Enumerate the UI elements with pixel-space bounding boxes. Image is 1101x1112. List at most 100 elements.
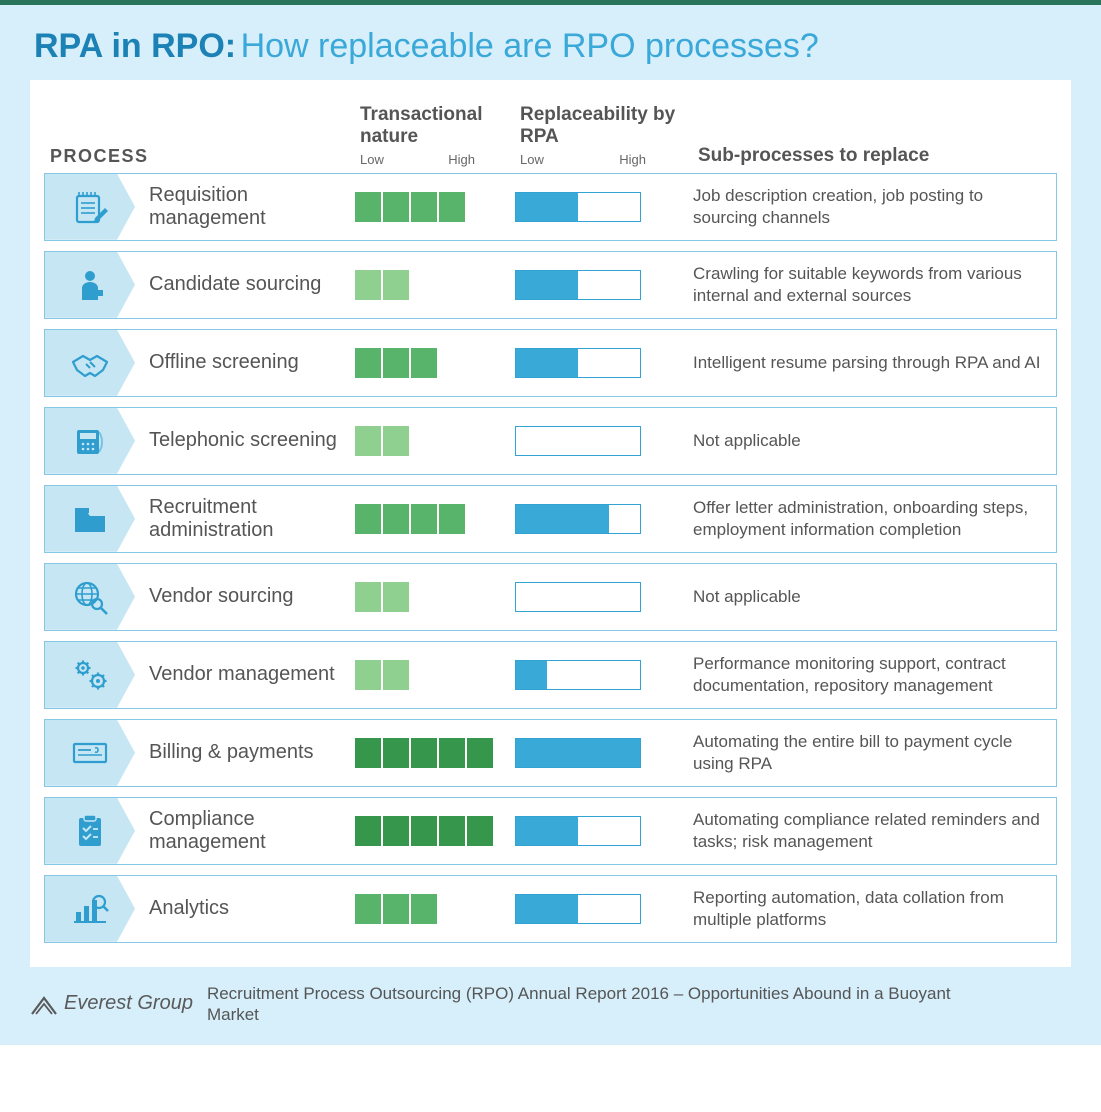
gears-icon <box>45 642 135 708</box>
sub-processes: Automating the entire bill to payment cy… <box>679 731 1056 774</box>
logo: Everest Group <box>30 990 193 1018</box>
footer: Everest Group Recruitment Process Outsou… <box>0 967 1101 1026</box>
transactional-bar <box>355 582 515 612</box>
transactional-cell <box>439 504 465 534</box>
transactional-bar <box>355 192 515 222</box>
process-name: Telephonic screening <box>135 429 355 452</box>
replaceability-fill <box>516 895 578 923</box>
transactional-cell <box>411 192 437 222</box>
replaceability-bar <box>515 426 679 456</box>
replaceability-bar <box>515 660 679 690</box>
replaceability-fill <box>516 817 578 845</box>
transactional-cell <box>411 816 437 846</box>
header-process: PROCESS <box>50 146 360 167</box>
transactional-cell <box>411 738 437 768</box>
sub-processes: Not applicable <box>679 430 1056 451</box>
transactional-cell <box>467 816 493 846</box>
transactional-cell <box>439 192 465 222</box>
range-labels-trans: Low High <box>360 152 475 167</box>
process-name: Requisition management <box>135 184 355 230</box>
logo-icon <box>30 990 58 1018</box>
sub-processes: Crawling for suitable keywords from vari… <box>679 263 1056 306</box>
header-replaceability: Replaceability by RPA <box>520 104 684 148</box>
label-low: Low <box>360 152 384 167</box>
title-light: How replaceable are RPO processes? <box>241 27 819 65</box>
transactional-cell <box>467 738 493 768</box>
transactional-cell <box>355 816 381 846</box>
transactional-cell <box>439 738 465 768</box>
process-name: Analytics <box>135 897 355 920</box>
transactional-cell <box>411 348 437 378</box>
transactional-bar <box>355 738 515 768</box>
replaceability-bar <box>515 582 679 612</box>
folder-icon <box>45 486 135 552</box>
transactional-bar <box>355 816 515 846</box>
title-bold: RPA in RPO: <box>34 27 236 65</box>
transactional-cell <box>355 348 381 378</box>
table-row: Vendor sourcing Not applicable <box>44 563 1057 631</box>
transactional-bar <box>355 660 515 690</box>
phone-icon <box>45 408 135 474</box>
process-name: Vendor sourcing <box>135 585 355 608</box>
table-row: Billing & payments Automating the entire … <box>44 719 1057 787</box>
replaceability-fill <box>516 349 578 377</box>
transactional-bar <box>355 894 515 924</box>
replaceability-fill <box>516 739 640 767</box>
transactional-cell <box>383 660 409 690</box>
sub-processes: Reporting automation, data collation fro… <box>679 887 1056 930</box>
table-row: Telephonic screening Not applicable <box>44 407 1057 475</box>
sub-processes: Not applicable <box>679 586 1056 607</box>
sub-processes: Offer letter administration, onboarding … <box>679 497 1056 540</box>
title-block: RPA in RPO: How replaceable are RPO proc… <box>0 5 1101 80</box>
transactional-cell <box>355 582 381 612</box>
table-row: Candidate sourcing Crawling for suitable … <box>44 251 1057 319</box>
globe-search-icon <box>45 564 135 630</box>
label-low: Low <box>520 152 544 167</box>
process-name: Candidate sourcing <box>135 273 355 296</box>
transactional-bar <box>355 504 515 534</box>
replaceability-bar <box>515 738 679 768</box>
transactional-cell <box>383 738 409 768</box>
transactional-cell <box>355 738 381 768</box>
table-row: Analytics Reporting automation, data coll… <box>44 875 1057 943</box>
panel: PROCESS Transactional nature Low High Re… <box>30 80 1071 967</box>
replaceability-bar <box>515 192 679 222</box>
transactional-cell <box>383 348 409 378</box>
replaceability-bar <box>515 348 679 378</box>
replaceability-fill <box>516 661 547 689</box>
replaceability-fill <box>516 271 578 299</box>
table-row: Compliance managementAutomating complian… <box>44 797 1057 865</box>
replaceability-bar <box>515 504 679 534</box>
transactional-cell <box>411 504 437 534</box>
transactional-cell <box>383 582 409 612</box>
transactional-cell <box>383 816 409 846</box>
table-row: Vendor managementPerformance monitoring … <box>44 641 1057 709</box>
process-name: Billing & payments <box>135 741 355 764</box>
replaceability-bar <box>515 894 679 924</box>
transactional-cell <box>383 504 409 534</box>
clipboard-icon <box>45 798 135 864</box>
infographic-page: RPA in RPO: How replaceable are RPO proc… <box>0 0 1101 1045</box>
table-row: Recruitment administrationOffer letter a… <box>44 485 1057 553</box>
table-row: Requisition management Job description cr… <box>44 173 1057 241</box>
handshake-icon <box>45 330 135 396</box>
transactional-bar <box>355 348 515 378</box>
sub-processes: Job description creation, job posting to… <box>679 185 1056 228</box>
transactional-cell <box>355 504 381 534</box>
process-name: Vendor management <box>135 663 355 686</box>
logo-text: Everest Group <box>64 992 193 1015</box>
header-transactional: Transactional nature <box>360 104 520 148</box>
cheque-icon <box>45 720 135 786</box>
transactional-cell <box>383 192 409 222</box>
replaceability-bar <box>515 270 679 300</box>
rows-container: Requisition management Job description cr… <box>44 173 1057 943</box>
notepad-icon <box>45 174 135 240</box>
footer-text: Recruitment Process Outsourcing (RPO) An… <box>207 983 967 1026</box>
transactional-cell <box>355 660 381 690</box>
transactional-cell <box>383 270 409 300</box>
transactional-cell <box>383 894 409 924</box>
label-high: High <box>448 152 475 167</box>
replaceability-bar <box>515 816 679 846</box>
replaceability-fill <box>516 193 578 221</box>
candidate-icon <box>45 252 135 318</box>
